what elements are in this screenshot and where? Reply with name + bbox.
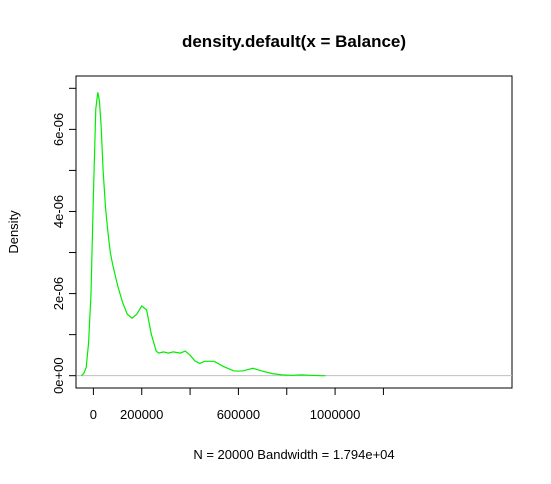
y-axis-label: Density bbox=[6, 210, 21, 254]
density-curve bbox=[80, 92, 326, 377]
x-tick-label: 200000 bbox=[120, 407, 163, 422]
y-tick-label: 2e-06 bbox=[51, 277, 66, 310]
y-tick-label: 0e+00 bbox=[51, 357, 66, 394]
x-axis-label: N = 20000 Bandwidth = 1.794e+04 bbox=[193, 447, 394, 462]
plot-frame bbox=[75, 75, 513, 389]
x-tick-label: 0 bbox=[90, 407, 97, 422]
x-tick-label: 600000 bbox=[217, 407, 260, 422]
x-tick-label: 1000000 bbox=[310, 407, 361, 422]
y-tick-label: 6e-06 bbox=[51, 113, 66, 146]
x-axis: 0 200000 600000 1000000 bbox=[90, 387, 384, 422]
y-axis: 0e+00 2e-06 4e-06 6e-06 bbox=[51, 87, 77, 394]
y-tick-label: 4e-06 bbox=[51, 195, 66, 228]
chart-title: density.default(x = Balance) bbox=[182, 32, 406, 51]
